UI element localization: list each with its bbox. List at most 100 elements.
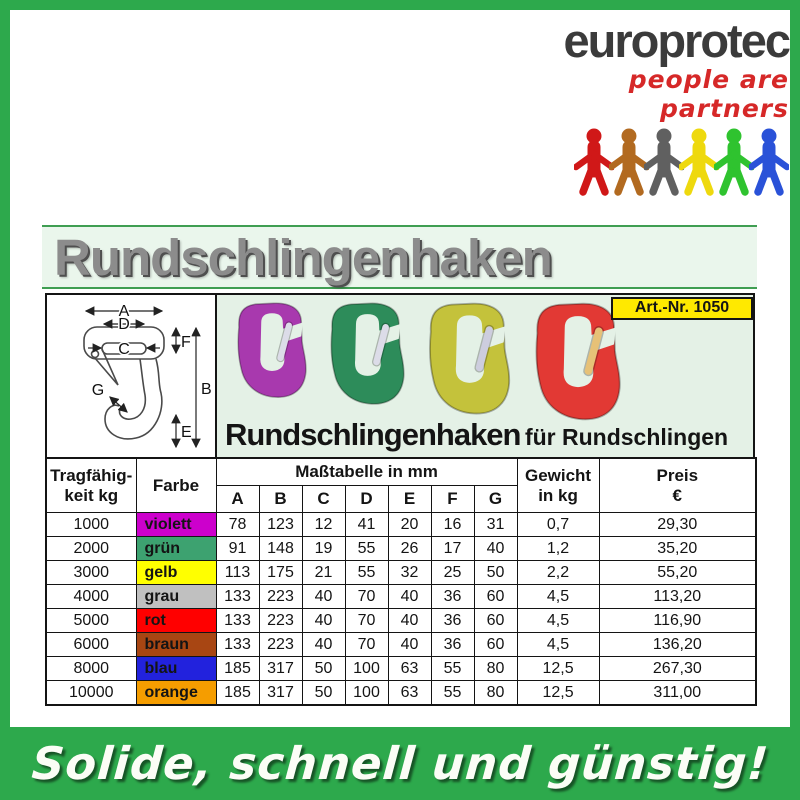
dim-cell: 63	[387, 656, 432, 681]
dim-cell: 185	[215, 656, 260, 681]
dim-cell: 40	[387, 632, 432, 657]
dim-cell: 32	[387, 560, 432, 585]
gruen-hook	[330, 302, 405, 405]
dim-cell: 223	[258, 584, 303, 609]
dim-cell: 21	[301, 560, 346, 585]
dim-cell: 50	[301, 680, 346, 706]
header-weight: Gewicht in kg	[516, 457, 600, 513]
article-number-badge: Art.-Nr. 1050	[611, 297, 753, 320]
dim-label-c: C	[118, 341, 130, 358]
people-figures-illustration	[517, 127, 789, 197]
caption-sub: für Rundschlingen	[524, 424, 729, 450]
weight-cell: 4,5	[516, 608, 600, 633]
dim-cell: 55	[344, 560, 389, 585]
dim-cell: 148	[258, 536, 303, 561]
price-cell: 113,20	[598, 584, 757, 609]
page-title: Rundschlingenhaken	[54, 228, 553, 286]
dim-cell: 100	[344, 656, 389, 681]
header-row-2: A B C D E F G	[46, 485, 756, 513]
slogan-text: Solide, schnell und günstig!	[29, 737, 771, 790]
header-dim-g: G	[473, 485, 518, 513]
dim-cell: 80	[473, 656, 518, 681]
dim-cell: 70	[344, 608, 389, 633]
dim-cell: 41	[344, 512, 389, 537]
dim-cell: 80	[473, 680, 518, 706]
dim-cell: 223	[258, 632, 303, 657]
dim-cell: 36	[430, 608, 475, 633]
color-cell: gelb	[135, 560, 217, 585]
price-cell: 116,90	[598, 608, 757, 633]
dim-label-b: B	[201, 381, 212, 398]
dim-cell: 91	[215, 536, 260, 561]
title-banner: Rundschlingenhaken	[42, 225, 757, 289]
dim-cell: 26	[387, 536, 432, 561]
header-masstabelle: Maßtabelle in mm	[215, 457, 518, 486]
table-row: 8000 blau 185 317 50 100 63 55 80 12,5 267,30	[45, 656, 757, 681]
dim-cell: 12	[301, 512, 346, 537]
dim-cell: 40	[387, 608, 432, 633]
hook-line-drawing: A D C F B G E	[83, 302, 213, 449]
price-cell: 136,20	[598, 632, 757, 657]
dim-cell: 175	[258, 560, 303, 585]
header-dim-b: B	[258, 485, 303, 513]
dim-cell: 40	[301, 608, 346, 633]
frame-border-right	[790, 0, 800, 800]
table-row: 6000 braun 133 223 40 70 40 36 60 4,5 136,20	[45, 632, 757, 657]
product-photos-panel: Art.-Nr. 1050 Rundschlingenhaken für Run…	[217, 295, 753, 457]
person-figure-icon	[749, 128, 789, 197]
capacity-cell: 1000	[45, 512, 137, 537]
dim-cell: 36	[430, 632, 475, 657]
dim-cell: 31	[473, 512, 518, 537]
dim-cell: 78	[215, 512, 260, 537]
table-row: 1000 violett 78 123 12 41 20 16 31 0,7 29,30	[45, 512, 757, 537]
weight-cell: 2,2	[516, 560, 600, 585]
caption-main: Rundschlingenhaken	[225, 417, 521, 452]
weight-cell: 0,7	[516, 512, 600, 537]
weight-cell: 12,5	[516, 656, 600, 681]
table-row: 5000 rot 133 223 40 70 40 36 60 4,5 116,90	[45, 608, 757, 633]
person-figure-icon	[714, 128, 754, 197]
capacity-cell: 2000	[45, 536, 137, 561]
header-dim-d: D	[344, 485, 389, 513]
dim-cell: 60	[473, 584, 518, 609]
color-cell: orange	[135, 680, 217, 706]
person-figure-icon	[609, 128, 649, 197]
dim-cell: 317	[258, 680, 303, 706]
header-capacity-line1: Tragfähig-	[50, 465, 133, 485]
brand-name: europrotec	[563, 14, 792, 67]
dimension-diagram: A D C F B G E	[47, 295, 217, 457]
dim-cell: 36	[430, 584, 475, 609]
dim-cell: 63	[387, 680, 432, 706]
dim-cell: 25	[430, 560, 475, 585]
dim-cell: 133	[215, 584, 260, 609]
product-sheet: A D C F B G E Art.-Nr. 1050 Rundschlinge…	[45, 293, 758, 706]
weight-cell: 4,5	[516, 632, 600, 657]
dim-cell: 55	[430, 656, 475, 681]
dim-cell: 113	[215, 560, 260, 585]
header-color: Farbe	[135, 457, 217, 513]
dim-cell: 40	[301, 632, 346, 657]
dim-cell: 70	[344, 632, 389, 657]
price-cell: 29,30	[598, 512, 757, 537]
header-price-line2: €	[672, 485, 683, 505]
dim-cell: 100	[344, 680, 389, 706]
dim-cell: 20	[387, 512, 432, 537]
color-cell: grün	[135, 536, 217, 561]
table-row: 3000 gelb 113 175 21 55 32 25 50 2,2 55,20	[45, 560, 757, 585]
dim-cell: 133	[215, 608, 260, 633]
header-weight-line2: in kg	[538, 485, 578, 505]
dim-label-a: A	[119, 303, 130, 320]
header-dim-e: E	[387, 485, 432, 513]
dim-label-g: G	[92, 382, 104, 399]
table-row: 4000 grau 133 223 40 70 40 36 60 4,5 113,20	[45, 584, 757, 609]
dim-cell: 50	[301, 656, 346, 681]
color-cell: blau	[135, 656, 217, 681]
header-dim-f: F	[430, 485, 475, 513]
dim-cell: 40	[473, 536, 518, 561]
person-figure-icon	[644, 128, 684, 197]
header-dim-a: A	[215, 485, 260, 513]
table-row: 10000 orange 185 317 50 100 63 55 80 12,5 311,00	[45, 680, 757, 706]
dim-cell: 185	[215, 680, 260, 706]
person-figure-icon	[574, 128, 614, 197]
